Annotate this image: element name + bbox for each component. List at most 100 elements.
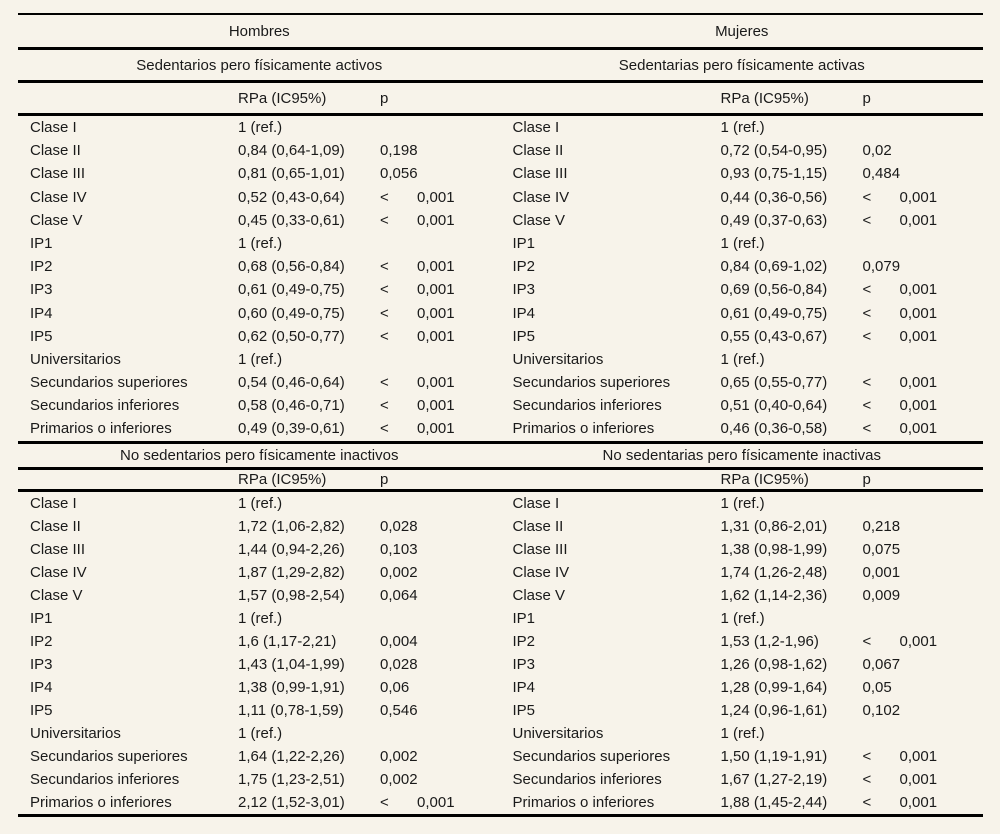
table-row: Universitarios 1 (ref.) Universitarios 1… [18, 348, 983, 371]
rpa-value: 0,68 (0,56-0,84) [238, 258, 345, 276]
less-than-sign: < [862, 374, 872, 392]
p-value: 0,001 [899, 793, 938, 811]
p-value: 0,198 [380, 142, 418, 160]
gender-label-women: Mujeres [715, 22, 769, 40]
less-than-sign: < [380, 281, 389, 299]
p-value: 0,001 [899, 211, 938, 229]
p-cell: <0,001 [863, 209, 984, 232]
row-half-women: Secundarios superiores 0,65 (0,55-0,77) … [501, 371, 984, 394]
p-value: 0,001 [417, 188, 455, 206]
rpa-value: 0,52 (0,43-0,64) [238, 188, 345, 206]
table-row: Clase IV 0,52 (0,43-0,64) <0,001 Clase I… [18, 186, 983, 209]
row-half-men: Clase V 1,57 (0,98-2,54) 0,064 [18, 584, 501, 607]
p-cell: <0,001 [863, 278, 984, 301]
less-than-sign: < [862, 397, 872, 415]
row-label: IP2 [512, 632, 536, 650]
row-label: Clase IV [512, 563, 570, 581]
p-cell: 0,103 [380, 538, 501, 561]
p-value: 0,001 [899, 747, 938, 765]
p-cell [380, 607, 501, 630]
colhead-women: RPa (IC95%) p [501, 471, 984, 488]
rpa-value: 0,46 (0,36-0,58) [720, 420, 828, 438]
row-label: Clase I [512, 119, 560, 136]
p-cell: 0,002 [380, 561, 501, 584]
section1-title-men: Sedentarios pero físicamente activos [18, 50, 501, 80]
less-than-sign: < [862, 632, 872, 650]
colhead-men: RPa (IC95%) p [18, 471, 501, 488]
p-value: 0,001 [417, 258, 455, 276]
p-cell: 0,028 [380, 515, 501, 538]
row-label: Clase III [30, 540, 86, 558]
row-label: IP1 [512, 609, 536, 627]
row-half-men: Clase IV 0,52 (0,43-0,64) <0,001 [18, 186, 501, 209]
less-than-sign: < [862, 770, 872, 788]
row-half-women: IP3 1,26 (0,98-1,62) 0,067 [501, 653, 984, 676]
section1-title-women: Sedentarias pero físicamente activas [501, 50, 984, 80]
row-half-women: Secundarios inferiores 1,67 (1,27-2,19) … [501, 768, 984, 791]
p-cell [863, 492, 984, 515]
row-label: IP4 [30, 678, 53, 696]
p-cell: 0,05 [863, 676, 984, 699]
row-label: Clase V [30, 586, 83, 604]
p-cell: <0,001 [863, 394, 984, 417]
p-cell: 0,001 [863, 561, 984, 584]
p-value: 0,067 [862, 655, 901, 673]
p-cell: 0,484 [863, 162, 984, 185]
p-cell: 0,002 [380, 745, 501, 768]
table-row: IP2 0,68 (0,56-0,84) <0,001 IP2 0,84 (0,… [18, 255, 983, 278]
row-half-men: Secundarios superiores 1,64 (1,22-2,26) … [18, 745, 501, 768]
col-header-p: p [380, 470, 389, 488]
row-label: Secundarios superiores [30, 374, 188, 392]
less-than-sign: < [380, 211, 389, 229]
less-than-sign: < [862, 420, 872, 438]
rpa-value: 1,50 (1,19-1,91) [720, 747, 828, 765]
row-half-women: IP2 0,84 (0,69-1,02) 0,079 [501, 255, 984, 278]
rpa-value: 0,49 (0,37-0,63) [720, 211, 828, 229]
row-half-women: Clase V 0,49 (0,37-0,63) <0,001 [501, 209, 984, 232]
table-row: Clase I 1 (ref.) Clase I 1 (ref.) [18, 116, 983, 139]
row-label: Clase I [30, 119, 77, 136]
rpa-value: 1,75 (1,23-2,51) [238, 770, 345, 788]
row-half-women: IP2 1,53 (1,2-1,96) <0,001 [501, 630, 984, 653]
row-label: IP2 [30, 632, 53, 650]
p-value: 0,001 [417, 327, 455, 345]
row-label: Secundarios superiores [512, 747, 671, 765]
p-cell: <0,001 [380, 325, 501, 348]
rpa-value: 1,31 (0,86-2,01) [720, 517, 828, 535]
rpa-value: 0,69 (0,56-0,84) [720, 281, 828, 299]
section-title: Sedentarias pero físicamente activas [618, 56, 865, 74]
rpa-value: 0,55 (0,43-0,67) [720, 327, 828, 345]
rpa-value: 1,38 (0,99-1,91) [238, 678, 345, 696]
table-row: Clase III 1,44 (0,94-2,26) 0,103 Clase I… [18, 538, 983, 561]
row-half-women: Secundarios superiores 1,50 (1,19-1,91) … [501, 745, 984, 768]
rpa-value: 0,81 (0,65-1,01) [238, 165, 345, 183]
rpa-value: 0,60 (0,49-0,75) [238, 304, 345, 322]
row-half-women: Clase V 1,62 (1,14-2,36) 0,009 [501, 584, 984, 607]
row-half-men: Universitarios 1 (ref.) [18, 348, 501, 371]
row-half-men: IP4 1,38 (0,99-1,91) 0,06 [18, 676, 501, 699]
row-half-men: Primarios o inferiores 0,49 (0,39-0,61) … [18, 417, 501, 440]
row-half-women: IP1 1 (ref.) [501, 607, 984, 630]
table-row: IP4 1,38 (0,99-1,91) 0,06 IP4 1,28 (0,99… [18, 676, 983, 699]
col-header-rpa: RPa (IC95%) [720, 89, 809, 107]
p-value: 0,001 [417, 397, 455, 415]
rpa-value: 0,61 (0,49-0,75) [238, 281, 345, 299]
p-value: 0,001 [417, 793, 455, 811]
row-half-women: Clase IV 1,74 (1,26-2,48) 0,001 [501, 561, 984, 584]
p-cell: 0,028 [380, 653, 501, 676]
colhead-men: RPa (IC95%) p [18, 90, 501, 107]
p-value: 0,009 [862, 586, 901, 604]
less-than-sign: < [380, 420, 389, 438]
rpa-value: 0,54 (0,46-0,64) [238, 374, 345, 392]
section2-title-row: No sedentarios pero físicamente inactivo… [18, 440, 983, 470]
gender-header-women: Mujeres [501, 15, 984, 47]
row-label: IP1 [30, 609, 53, 627]
row-label: Secundarios inferiores [512, 770, 662, 788]
p-value: 0,075 [862, 540, 901, 558]
rpa-value: 1,11 (0,78-1,59) [238, 701, 344, 719]
row-half-women: Universitarios 1 (ref.) [501, 722, 984, 745]
p-value: 0,001 [417, 211, 455, 229]
p-cell: 0,004 [380, 630, 501, 653]
rpa-value: 1 (ref.) [720, 724, 765, 742]
less-than-sign: < [380, 258, 389, 276]
